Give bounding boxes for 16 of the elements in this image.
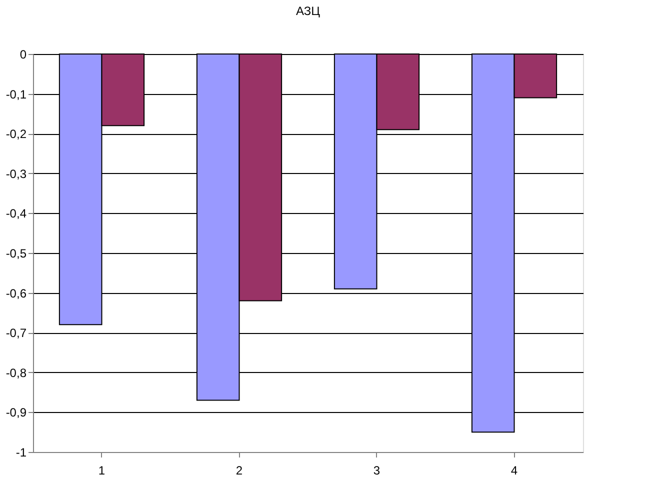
y-tick-label: -0,1	[6, 87, 27, 102]
y-tick-label: -0,6	[6, 286, 27, 300]
chart-title: АЗЦ	[296, 4, 320, 18]
x-tick-label: 4	[510, 464, 518, 478]
x-tick-label: 1	[98, 464, 106, 478]
y-tick-label: -1	[16, 446, 27, 460]
y-tick-label: 0	[20, 48, 27, 62]
x-tick-label: 2	[236, 464, 243, 478]
x-tick-label: 3	[373, 464, 380, 478]
y-tick-label: -0,4	[6, 206, 27, 221]
y-tick-label: -0,7	[6, 326, 27, 340]
y-tick-label: -0,5	[6, 246, 27, 260]
y-tick-label: -0,9	[6, 406, 27, 420]
y-tick-label: -0,8	[6, 366, 27, 380]
y-tick-label: -0,3	[6, 166, 27, 181]
y-tick-label: -0,2	[6, 127, 27, 142]
